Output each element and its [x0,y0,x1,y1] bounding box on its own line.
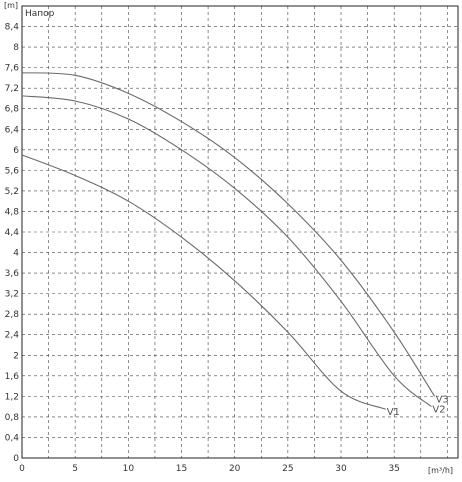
y-tick-label: 8 [13,43,19,53]
y-tick-label: 2,4 [5,331,20,341]
y-tick-label: 6,4 [5,125,20,135]
chart-title: Напор [25,9,55,19]
curve-label-v2: V2 [432,405,445,416]
x-axis-unit: [m³/h] [428,466,453,475]
y-tick-label: 0,8 [5,413,20,423]
y-tick-label: 4 [13,249,19,259]
x-tick-label: 35 [388,464,399,474]
curve-label-v3: V3 [436,394,449,405]
y-tick-label: 7,6 [5,64,20,74]
y-tick-label: 4,8 [5,207,20,217]
y-tick-label: 0,4 [5,433,20,443]
x-tick-label: 25 [282,464,293,474]
y-tick-label: 0 [13,454,19,464]
x-tick-label: 5 [72,464,78,474]
x-tick-label: 30 [335,464,347,474]
curve-label-v1: V1 [387,407,400,418]
x-tick-label: 20 [229,464,241,474]
y-tick-label: 6 [13,146,19,156]
curve-v2 [21,95,432,408]
y-tick-label: 2 [13,351,19,361]
y-tick-label: 1,6 [5,372,20,382]
x-tick-label: 10 [123,464,135,474]
y-tick-label: 4,4 [5,228,20,238]
y-tick-label: 2,8 [5,310,20,320]
y-tick-label: 7,2 [5,84,19,94]
y-tick-label: 1,2 [5,392,19,402]
y-tick-label: 5,2 [5,187,19,197]
x-tick-label: 0 [19,464,25,474]
plot-frame [21,5,459,459]
y-tick-label: 3,2 [5,290,19,300]
y-tick-label: 3,6 [5,269,20,279]
y-tick-label: 8,4 [5,23,20,33]
curve-v1 [21,154,386,410]
x-tick-label: 15 [176,464,187,474]
curve-v3 [21,72,436,397]
y-tick-label: 5,6 [5,166,20,176]
y-tick-label: 6,8 [5,105,20,115]
y-axis-unit: [m] [4,1,18,10]
